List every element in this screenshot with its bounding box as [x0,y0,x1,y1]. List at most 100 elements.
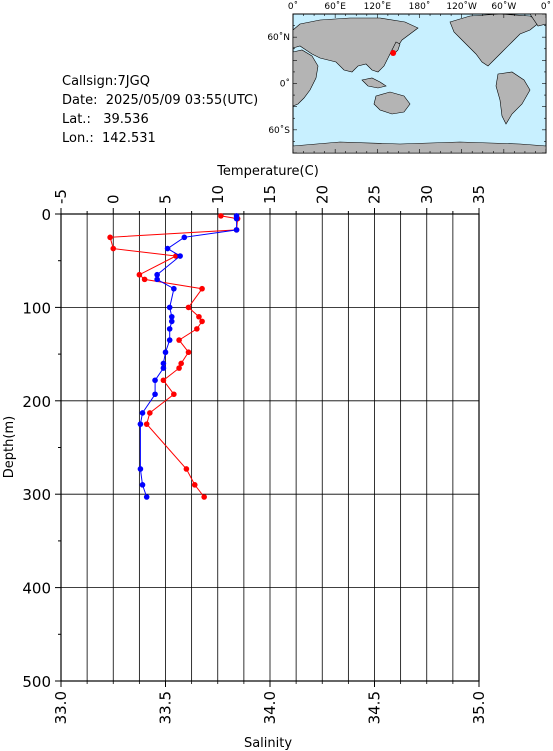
temperature-point [110,245,117,252]
salinity-point [160,360,167,367]
map-lon-label: 60˚E [324,1,346,12]
salinity-point [233,227,240,233]
callsign-row: Callsign:7JGQ [62,72,258,91]
temperature-tick-label: 5 [157,194,175,204]
salinity-ticks: 33.0 33.5 34.0 34.5 35.0 [52,681,488,724]
salinity-axis-label: Salinity [244,736,292,751]
map-lon-label: 120˚E [364,1,392,12]
temperature-series [107,213,241,500]
land-greenland [529,13,547,27]
temperature-point [191,482,198,488]
temperature-tick-label: -5 [52,189,70,204]
depth-ticks: 0 100 200 300 400 500 [22,206,61,691]
temperature-point [107,234,113,241]
temperature-point [185,349,192,356]
temperature-tick-label: 10 [209,185,227,204]
salinity-line [139,215,238,498]
salinity-point [168,318,175,325]
station-marker [390,49,397,56]
map-lon-label: 180˚ [409,1,431,12]
temperature-tick-label: 15 [261,185,279,204]
salinity-point [166,304,173,311]
salinity-point [160,365,167,371]
temperature-point [141,276,148,283]
temperature-axis-label: Temperature(C) [216,164,319,179]
salinity-point [166,326,173,332]
temperature-point [176,337,182,343]
callsign-value: 7JGQ [117,74,150,89]
lat-value: 39.536 [103,112,149,127]
salinity-point [233,215,240,222]
land-indonesia [361,77,387,89]
temperature-point [185,304,192,311]
temperature-tick-label: 20 [313,185,331,204]
salinity-point [137,421,144,427]
temperature-point [171,391,177,398]
map-latitude-labels: 60˚N 0˚ 60˚S [267,32,290,136]
salinity-point [143,494,150,500]
temperature-line [109,215,239,498]
depth-tick-label: 200 [22,393,51,411]
map-lat-label: 60˚N [267,32,290,43]
salinity-point [152,391,158,398]
salinity-point [139,482,146,488]
land-australia [373,91,411,115]
depth-tick-label: 400 [22,580,51,598]
salinity-point [171,285,177,292]
temperature-point [160,377,167,384]
depth-tick-label: 100 [22,299,51,317]
land-eurasia [292,17,419,73]
temperature-point [199,318,205,325]
salinity-point [164,245,171,252]
salinity-tick-label: 34.5 [366,691,384,724]
land-south-america [495,71,531,125]
temperature-ticks: -5 0 5 10 15 20 25 30 35 [52,185,488,214]
chart-grid [61,214,479,681]
depth-tick-label: 300 [22,486,51,504]
temperature-point [194,326,200,332]
lon-row: Lon.: 142.531 [62,129,258,148]
salinity-point [152,377,158,384]
temperature-point [183,466,190,472]
series-layer [107,213,241,500]
lon-label: Lon.: [62,131,94,146]
map-lat-label: 0˚ [280,79,290,90]
salinity-point [168,313,175,320]
temperature-point [136,271,143,278]
lon-value: 142.531 [102,131,156,146]
salinity-tick-label: 33.5 [157,691,175,724]
salinity-tick-label: 33.0 [52,691,70,724]
salinity-point [137,466,144,472]
temperature-tick-label: 30 [418,185,436,204]
station-info: Callsign:7JGQ Date: 2025/05/09 03:55(UTC… [62,72,258,148]
temperature-point [178,360,184,367]
salinity-point [139,410,146,416]
salinity-point [166,337,173,343]
map-lat-label: 60˚S [268,125,290,136]
depth-tick-label: 0 [41,206,51,224]
map-lon-label: 120˚W [446,1,477,12]
salinity-series [137,213,240,500]
salinity-tick-label: 35.0 [470,691,488,724]
temperature-tick-label: 0 [104,194,122,204]
depth-tick-label: 500 [22,673,51,691]
temperature-point [176,365,182,371]
salinity-point [154,271,160,278]
salinity-point [154,276,160,283]
date-row: Date: 2025/05/09 03:55(UTC) [62,91,258,110]
temperature-point [196,313,202,320]
map-lon-label: 60˚W [491,1,516,12]
salinity-point [162,349,169,356]
map-frame-ticks [292,13,547,154]
depth-axis-label: Depth(m) [2,416,17,478]
map-land [292,13,547,154]
map-lon-label: 0˚ [541,1,551,12]
map-lon-label: 0˚ [288,1,298,12]
salinity-point [181,234,188,241]
temperature-point [199,285,205,292]
callsign-label: Callsign: [62,74,118,89]
salinity-point [177,253,183,259]
temperature-point [147,410,153,416]
date-label: Date: [62,93,98,108]
